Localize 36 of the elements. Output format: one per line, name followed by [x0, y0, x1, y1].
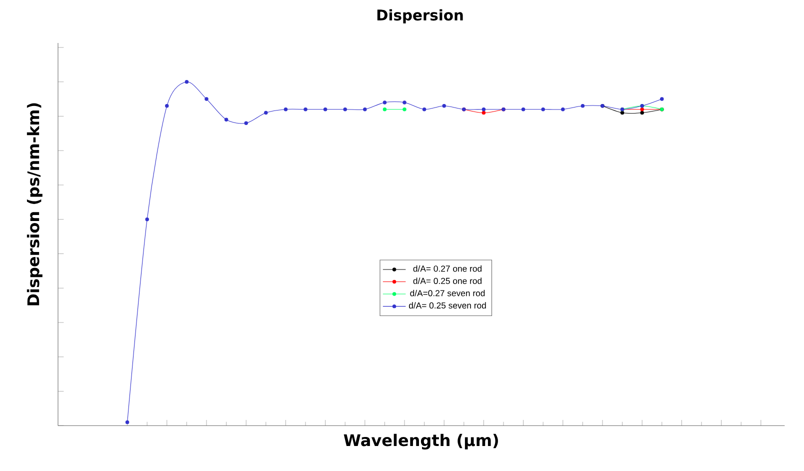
point — [402, 100, 406, 104]
point — [323, 107, 328, 112]
y-axis-title: Dispersion (ps/nm-km) — [26, 103, 42, 306]
point — [382, 100, 387, 104]
point — [284, 107, 288, 112]
chart-title: Dispersion — [377, 9, 463, 24]
point — [244, 121, 248, 125]
point — [640, 110, 644, 115]
point — [442, 104, 446, 108]
point — [363, 107, 367, 112]
legend-label: d/A= 0.27 one rod — [413, 265, 482, 272]
point — [224, 118, 228, 122]
point — [145, 218, 149, 222]
point — [482, 107, 486, 112]
point — [482, 110, 486, 115]
point — [660, 97, 664, 101]
legend-label: d/A= 0.25 one rod — [413, 278, 482, 284]
legend-label: d/A=0.27 seven rod — [410, 290, 485, 296]
point — [580, 104, 585, 108]
x-axis-title: Wavelength (µm) — [344, 434, 498, 450]
point — [640, 107, 644, 112]
point — [422, 107, 426, 112]
point — [402, 107, 406, 112]
point — [521, 107, 526, 112]
point — [561, 107, 565, 112]
point — [165, 104, 169, 108]
point — [184, 80, 189, 84]
point — [304, 107, 308, 112]
point — [541, 107, 545, 112]
legend-label: d/A= 0.25 seven rod — [408, 302, 486, 309]
point — [620, 110, 624, 115]
point — [264, 110, 268, 115]
point — [382, 107, 387, 112]
point — [204, 97, 208, 101]
point — [343, 107, 347, 112]
point — [125, 420, 130, 424]
